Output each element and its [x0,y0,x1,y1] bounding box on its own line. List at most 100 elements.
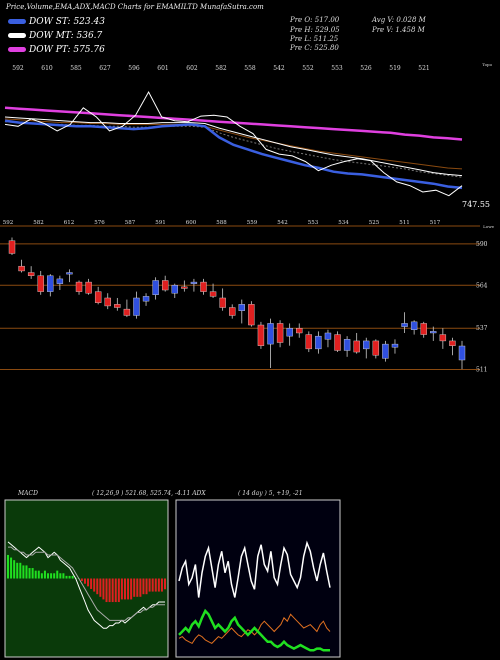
macd-histogram-bar [142,578,145,595]
macd-histogram-bar [145,578,148,595]
macd-histogram-bar [99,578,102,597]
macd-histogram-bar [148,578,151,592]
macd-histogram-bar [71,575,74,579]
mid-tick-label: 591 [155,220,166,226]
macd-histogram-bar [22,565,25,579]
adx-params: ( 14 day ) 5, +19, -21 [238,490,303,497]
candle-body [94,291,102,303]
legend-label-mt: DOW MT: 536.7 [29,31,103,41]
legend-swatch-mt [8,33,26,38]
candle-body [363,340,370,350]
ema-series-dow-pt [4,106,463,141]
macd-histogram-bar [111,578,114,603]
top-tick-label: 521 [418,65,429,72]
candle-body [133,297,140,316]
macd-histogram-bar [151,578,154,592]
price-axis-label: 564 [476,282,488,289]
mid-tick-label: 511 [399,220,410,226]
price-axis-label: 590 [476,241,488,248]
top-tick-label: 553 [331,65,343,72]
candle-body [219,297,226,308]
mid-tick-label: 559 [247,220,258,226]
macd-histogram-bar [127,578,130,600]
macd-histogram-bar [117,578,120,603]
macd-histogram-bar [114,578,117,603]
candle-body [401,323,408,327]
mid-tick-label: 582 [33,220,44,226]
mid-tick-label: 517 [430,220,441,226]
adx-green-line [178,608,330,652]
adx-white-line [178,540,331,598]
top-tick-label: 627 [99,65,111,72]
macd-histogram-bar [164,578,166,590]
macd-histogram-bar [68,575,71,579]
adx-orange-line [178,613,331,645]
top-tick-label: 582 [215,65,227,72]
candle-body [152,280,159,296]
candle-body [66,272,73,275]
macd-histogram-bar [80,578,83,582]
mid-corner-label: Lowe [483,224,494,229]
candle-body [458,345,466,361]
ema-series-dow-mt [4,116,463,177]
stat-high: Pre H: 529.05 [290,26,340,34]
candle-body [372,340,380,356]
top-tick-label: 542 [273,65,285,72]
macd-line [7,541,165,629]
ema-series-price [4,90,463,197]
legend-dow-st: DOW ST: 523.43 [8,17,105,27]
candle-body [181,286,188,289]
candle-body [85,281,92,294]
macd-histogram-bar [136,578,139,597]
candle-body [27,272,35,276]
legend-swatch-st [8,19,26,24]
candle-body [324,332,332,340]
candle-body [267,323,274,345]
macd-histogram-bar [47,573,50,579]
macd-params: ( 12,26,9 ) 521.68, 525.74, -4.11 ADX [92,490,206,497]
macd-histogram-bar [120,578,123,600]
candle-body [190,281,198,284]
macd-histogram-bar [108,578,111,603]
top-tick-label: 552 [302,65,314,72]
mid-tick-label: 592 [3,220,14,226]
macd-histogram-bar [50,573,53,579]
macd-histogram-bar [56,570,59,579]
ema-reference-line [4,118,463,170]
candle-body [56,278,64,284]
macd-histogram-bar [10,557,13,579]
top-tick-label: 585 [70,65,82,72]
candle-body [315,335,322,350]
mid-tick-label: 588 [216,220,227,226]
candle-body [449,340,456,346]
macd-histogram-bar [160,578,163,592]
top-tick-label: 602 [186,65,198,72]
macd-histogram-bar [28,568,31,579]
macd-histogram-bar [130,578,133,600]
macd-histogram-bar [40,573,43,579]
macd-histogram-bar [102,578,105,600]
stat-close: Pre C: 525.80 [290,44,339,52]
macd-histogram-bar [105,578,108,603]
stat-avg-volume: Avg V: 0.028 M [372,16,426,24]
candle-body [47,275,54,292]
candle-body [305,334,313,350]
stat-prev-volume: Pre V: 1.458 M [372,26,425,34]
macd-histogram-bar [59,573,62,579]
candle-body [238,304,245,311]
candle-body [439,334,447,342]
legend-label-pt: DOW PT: 575.76 [29,45,105,55]
macd-histogram-bar [7,554,9,579]
macd-histogram-bar [43,570,46,579]
top-tick-label: 596 [128,65,140,72]
mid-tick-label: 587 [125,220,136,226]
candle-body [334,334,341,351]
candle-body [171,285,178,294]
ema-value-label: 747.55 [462,200,490,209]
legend-swatch-pt [8,47,26,52]
stat-low: Pre L: 511.25 [290,35,339,43]
macd-histogram-bar [93,578,96,592]
top-tick-label: 519 [389,65,401,72]
candle-body [8,240,16,254]
